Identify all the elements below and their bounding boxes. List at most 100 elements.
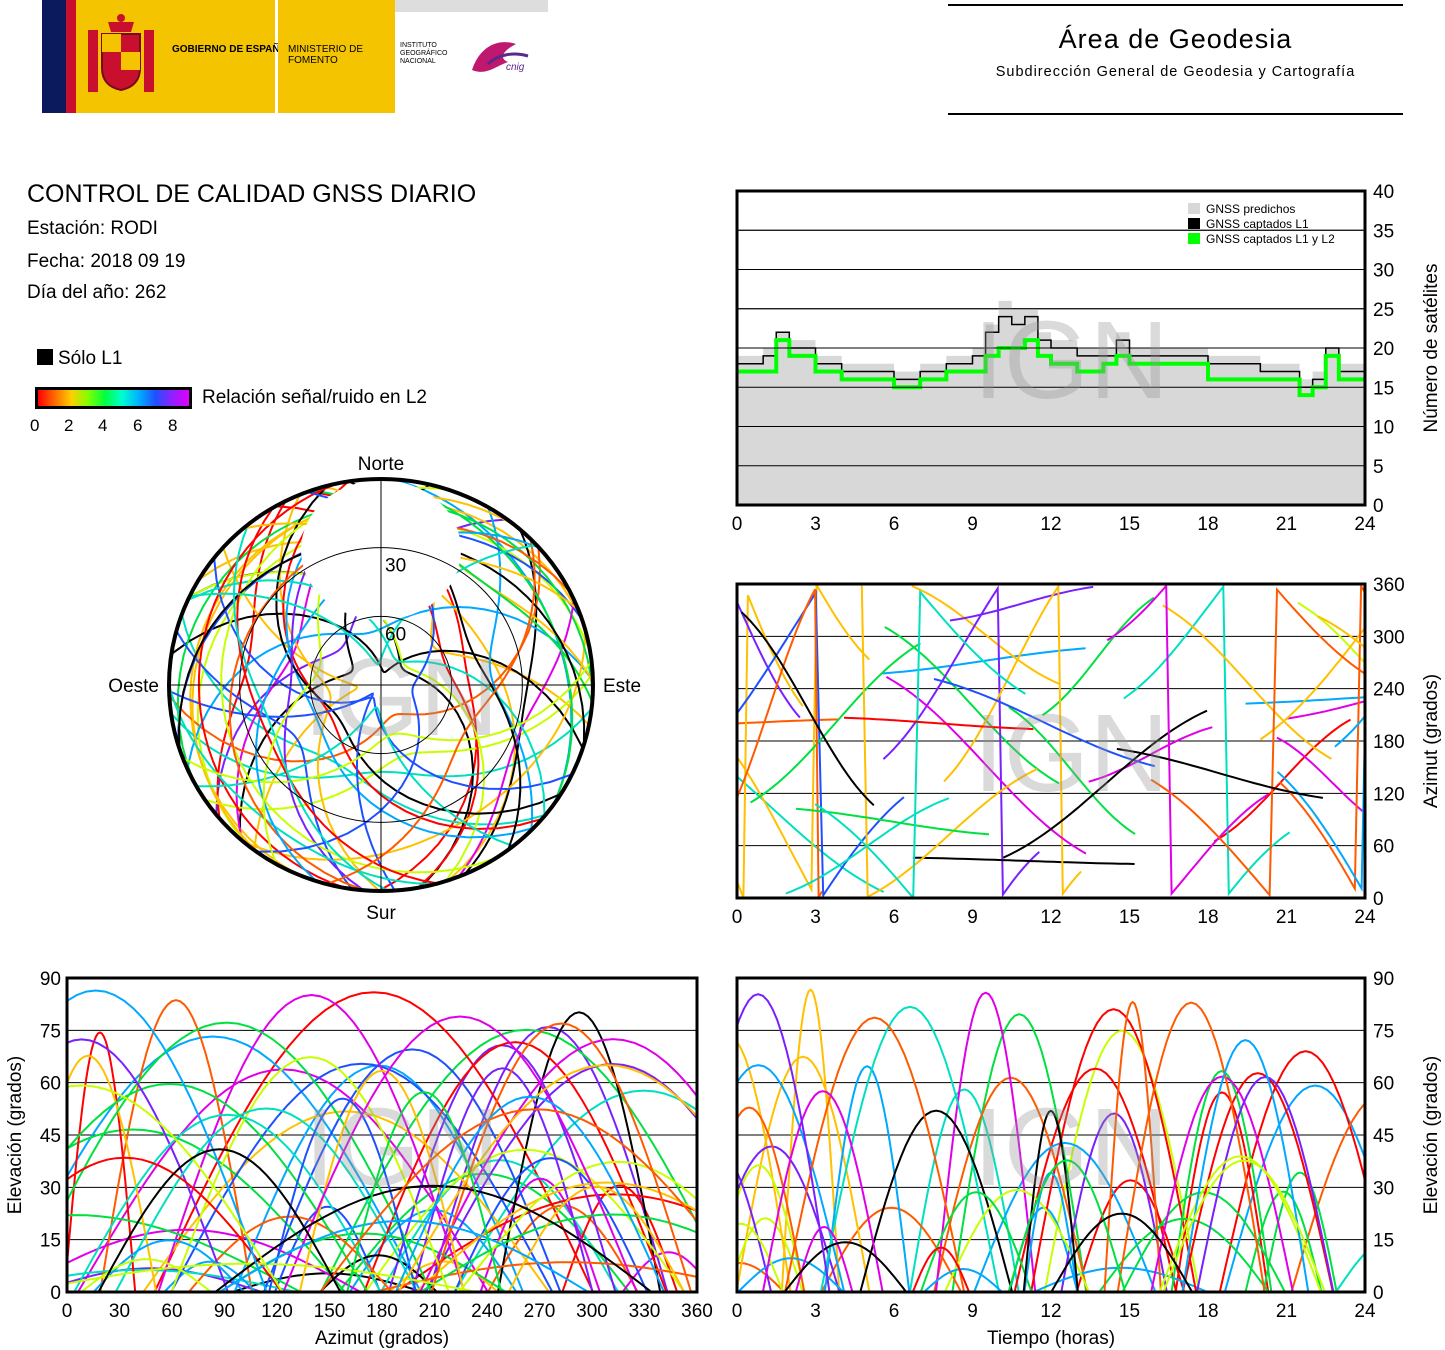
x-tick-label: 300 <box>576 1301 608 1322</box>
elev-time-track <box>1033 1266 1208 1292</box>
azimuth-track <box>860 585 1038 898</box>
elev-time-track <box>1262 1171 1338 1292</box>
legend-label: GNSS captados L1 <box>1206 217 1309 231</box>
elev-time-track <box>737 1164 806 1292</box>
elev-time-track <box>923 1267 1003 1292</box>
elev-time-tracks <box>737 978 1365 1292</box>
elev-time-track <box>761 1090 884 1292</box>
skyplot-track <box>232 524 389 891</box>
elev-azimuth-track <box>394 1095 665 1292</box>
x-tick-label: 240 <box>471 1301 503 1322</box>
y-tick-label: 0 <box>50 1283 61 1304</box>
elev-azimuth-track <box>142 1110 550 1292</box>
azimuth-track <box>1162 604 1332 760</box>
x-tick-label: 18 <box>1197 514 1218 535</box>
elev-time-track <box>943 1188 1090 1292</box>
elev-azimuth-track <box>420 1213 697 1292</box>
elev-azimuth-track <box>419 1038 697 1292</box>
x-tick-label: 12 <box>1040 1301 1061 1322</box>
azimuth-track <box>737 594 804 898</box>
header-box <box>948 4 1403 115</box>
colorbar-tick: 4 <box>98 416 108 435</box>
elev-time-track <box>1022 1109 1079 1292</box>
logo-ministry-text: MINISTERIO DE FOMENTO <box>288 44 364 66</box>
y-tick-label: 360 <box>1373 575 1405 596</box>
azimuth-track <box>1317 615 1365 649</box>
x-tick-label: 18 <box>1197 1301 1218 1322</box>
x-tick-label: 15 <box>1119 907 1140 928</box>
x-tick-label: 9 <box>967 1301 978 1322</box>
y-tick-label: 5 <box>1373 457 1384 478</box>
elev-time-track <box>737 1217 804 1292</box>
x-tick-label: 6 <box>889 1301 900 1322</box>
elev-time-track <box>911 1246 971 1292</box>
elev-time-track <box>737 1064 846 1292</box>
x-tick-label: 270 <box>524 1301 556 1322</box>
elev-time-track <box>859 1109 1014 1292</box>
elev-azimuth-track <box>363 1041 668 1292</box>
x-tick-label: 90 <box>214 1301 235 1322</box>
skyplot-west-label: Oeste <box>108 676 159 697</box>
elev-time-track <box>1050 1212 1193 1292</box>
azimuth-track <box>911 585 1061 686</box>
elev-azimuth-track <box>114 1107 418 1292</box>
x-tick-label: 3 <box>810 1301 821 1322</box>
logo-stripe-blue <box>42 0 66 113</box>
cnig-text: cnig <box>506 62 525 73</box>
skyplot-track <box>175 630 353 890</box>
elev-time-track <box>737 1261 785 1292</box>
elev-time-track <box>1150 1075 1294 1292</box>
logo-gobierno-espana <box>42 0 275 113</box>
y-tick-label: 20 <box>1373 339 1394 360</box>
elev-time-track <box>1098 1217 1270 1292</box>
azimuth-track <box>949 585 1094 622</box>
plot-frame <box>735 582 1367 900</box>
elev-azimuth-track <box>73 1113 382 1292</box>
azimuth-track <box>740 611 875 807</box>
y-tick-label: 90 <box>40 969 61 990</box>
x-tick-label: 330 <box>629 1301 661 1322</box>
elev-time-track <box>1290 1102 1365 1292</box>
skyplot-track <box>197 482 346 890</box>
elev-time-track <box>1196 1075 1335 1292</box>
y-tick-label: 75 <box>40 1021 61 1042</box>
area-title: Área de Geodesia <box>1058 24 1293 54</box>
azimuth-track <box>814 589 1026 898</box>
elev-time-track <box>1116 1001 1266 1292</box>
elev-azimuth-track <box>67 1038 229 1292</box>
y-tick-label: 180 <box>1373 732 1405 753</box>
x-tick-label: 30 <box>109 1301 130 1322</box>
elev-time-track <box>973 1141 1157 1292</box>
skyplot-track <box>170 708 593 779</box>
x-tick-label: 60 <box>161 1301 182 1322</box>
azimuth-track <box>1150 587 1365 898</box>
elev-time-track <box>737 1106 806 1292</box>
elev-azimuth-track <box>67 1228 361 1292</box>
x-tick-label: 360 <box>681 1301 713 1322</box>
azimuth-tracks <box>737 584 1365 898</box>
elev-azimuth-track <box>153 991 595 1292</box>
elev-azimuth-track <box>282 1015 638 1292</box>
elev-time-track <box>1075 1179 1186 1292</box>
azimuth-track <box>737 775 885 893</box>
skyplot-ring-label: 60 <box>385 624 406 645</box>
x-tick-label: 15 <box>1119 514 1140 535</box>
elev-azimuth-track <box>373 1261 697 1292</box>
elev-time-track <box>780 988 841 1292</box>
elev-time-track <box>737 1257 845 1292</box>
elev-azimuth-track <box>188 1215 393 1292</box>
elev-azimuth-track <box>80 1258 212 1292</box>
elev-azimuth-track <box>67 1156 283 1292</box>
y-axis-label: Número de satélites <box>1421 264 1442 433</box>
y-tick-label: 60 <box>1373 837 1394 858</box>
elev-time-track <box>1030 1008 1198 1292</box>
elev-time-track <box>1013 1067 1178 1292</box>
x-tick-label: 180 <box>366 1301 398 1322</box>
skyplot-track <box>169 690 396 891</box>
logo-ministerio <box>278 0 395 113</box>
elev-time-track <box>1060 1112 1168 1292</box>
x-tick-label: 21 <box>1276 907 1297 928</box>
y-tick-label: 15 <box>40 1231 61 1252</box>
y-tick-label: 300 <box>1373 627 1405 648</box>
elev-time-track <box>1103 1000 1162 1292</box>
